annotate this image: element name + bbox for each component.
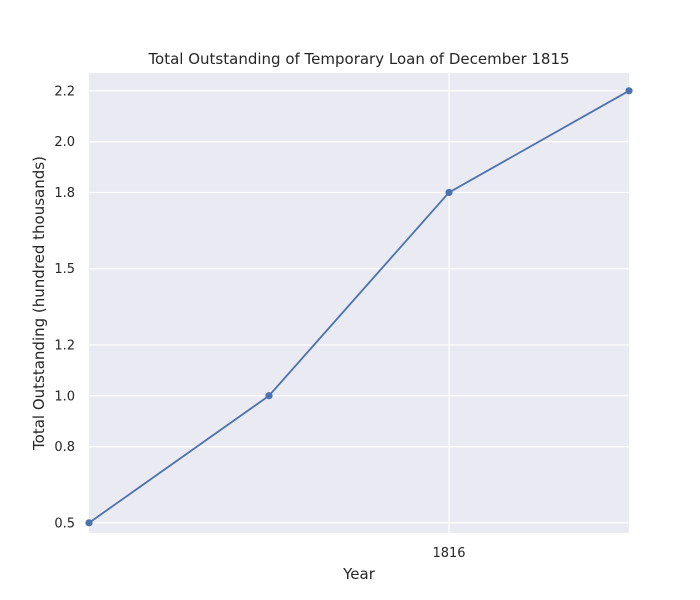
y-axis-title: Total Outstanding (hundred thousands) <box>30 156 48 451</box>
data-point <box>265 392 273 400</box>
y-tick-label: 0.8 <box>54 440 75 455</box>
x-tick-label: 1816 <box>432 546 465 561</box>
y-tick-label: 2.2 <box>54 84 75 99</box>
y-tick-label: 1.0 <box>54 389 75 404</box>
y-tick-labels: 0.5 0.8 1.0 1.2 1.5 1.8 2.0 2.2 <box>54 84 75 531</box>
data-point <box>625 87 633 95</box>
x-tick-labels: 1816 <box>432 546 465 561</box>
x-axis-title: Year <box>342 565 376 583</box>
data-point <box>445 188 453 197</box>
chart-title: Total Outstanding of Temporary Loan of D… <box>147 50 569 68</box>
plot-background <box>89 73 629 533</box>
y-tick-label: 1.8 <box>54 186 75 201</box>
y-tick-label: 1.5 <box>54 262 75 277</box>
series-line <box>88 90 630 524</box>
data-point <box>85 519 93 527</box>
y-tick-label: 1.2 <box>54 338 75 353</box>
y-tick-label: 0.5 <box>54 516 75 531</box>
y-tick-label: 2.0 <box>54 135 75 150</box>
series-group <box>85 87 633 527</box>
